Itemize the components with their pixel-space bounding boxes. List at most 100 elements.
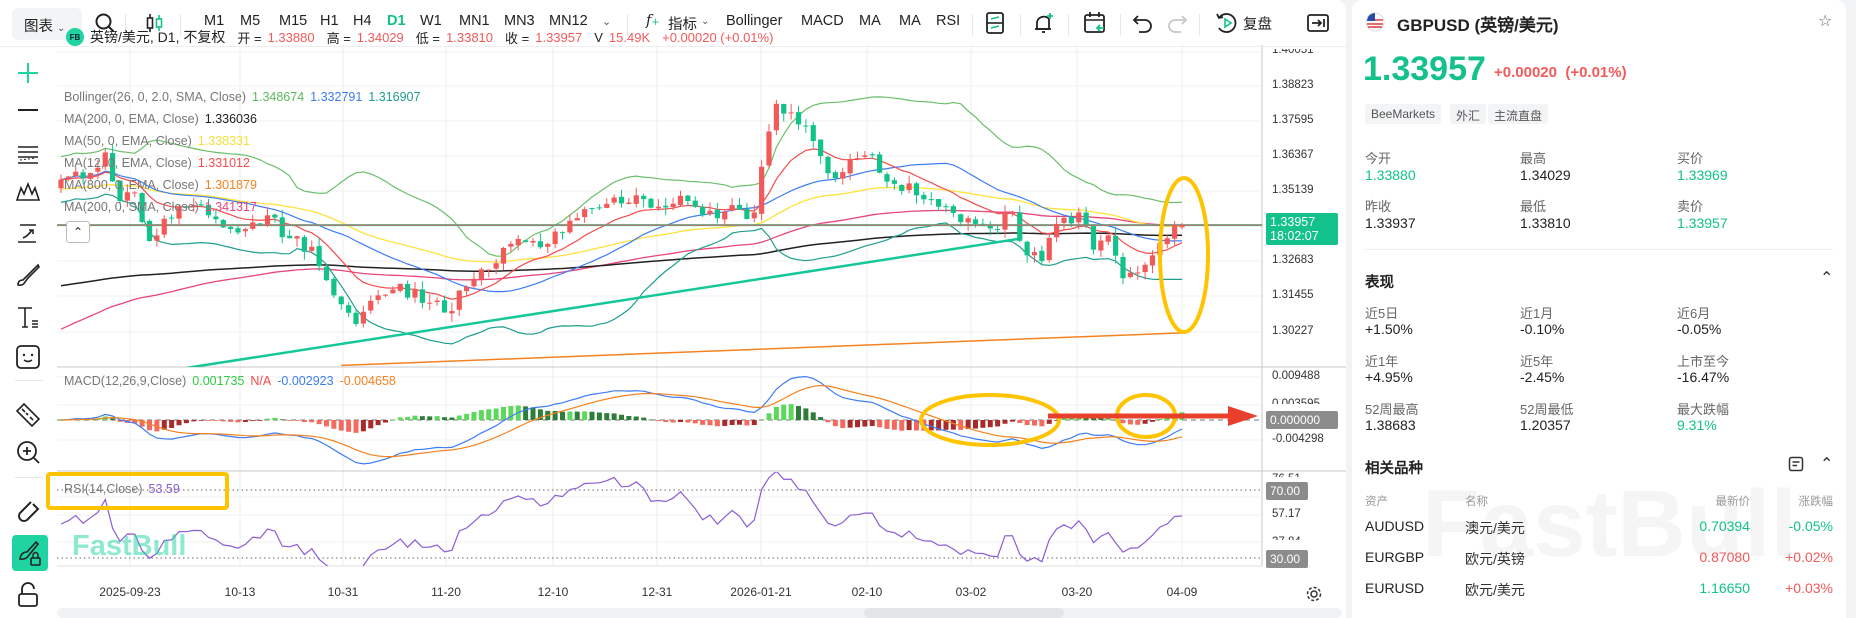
candle-body [419, 289, 425, 303]
macd-histogram-bar [1098, 417, 1104, 420]
date-axis-label: 11-20 [431, 585, 461, 599]
macd-histogram-bar [1091, 417, 1096, 420]
related-name: 澳元/美元 [1465, 520, 1525, 536]
line-tool-icon[interactable] [14, 96, 42, 124]
performance-label: 近1年 [1365, 354, 1399, 369]
divider [627, 14, 628, 36]
legend-symbol: 英镑/美元, D1, 不复权 [90, 29, 226, 45]
ruler-icon[interactable] [14, 401, 42, 429]
macd-histogram-bar [1127, 420, 1133, 425]
emoji-icon[interactable] [14, 343, 42, 371]
related-change: +0.02% [1785, 549, 1833, 565]
calendar-goto-icon[interactable] [1082, 10, 1108, 36]
list-icon[interactable] [1788, 456, 1804, 472]
price-chart[interactable] [0, 0, 1346, 618]
macd-histogram-bar [110, 418, 116, 420]
candle-body [913, 183, 920, 196]
chart-settings-gear-icon[interactable] [1305, 585, 1323, 603]
timeframe-mn12[interactable]: MN12 [549, 13, 588, 29]
related-change: -0.05% [1788, 518, 1833, 534]
arrow-tool-icon[interactable] [14, 219, 42, 247]
collapse-legend-button[interactable]: ⌃ [66, 221, 90, 243]
scrollbar-thumb[interactable] [864, 608, 1064, 618]
candle-body [102, 152, 108, 167]
replay-icon[interactable] [1214, 10, 1240, 36]
candle-body [191, 205, 197, 207]
candle-body [677, 195, 684, 205]
timeframe-w1[interactable]: W1 [420, 13, 442, 29]
unlock-icon[interactable] [14, 580, 42, 608]
macd-histogram-bar [324, 420, 329, 427]
brush-icon[interactable] [14, 261, 42, 289]
collapse-chevron-icon[interactable]: ⌃ [1820, 270, 1834, 287]
date-axis-label: 10-31 [327, 585, 359, 599]
macd-histogram-bar [169, 420, 175, 429]
collapse-chevron-icon[interactable]: ⌃ [1820, 456, 1834, 473]
macd-histogram-bar [781, 404, 787, 420]
parallel-lines-icon[interactable] [14, 141, 42, 169]
function-icon[interactable]: f+ [646, 13, 660, 29]
macd-histogram-bar [272, 417, 278, 420]
related-row[interactable]: AUDUSD 澳元/美元 0.70394 -0.05% [1352, 512, 1846, 542]
divider [125, 14, 126, 36]
trendline-drawing [185, 237, 1019, 367]
favorite-star-icon[interactable]: ☆ [1818, 13, 1833, 30]
quote-value: 1.33957 [1677, 215, 1728, 231]
tag-group[interactable]: 主流直盘 [1488, 104, 1549, 124]
tag-broker[interactable]: BeeMarkets [1365, 104, 1442, 124]
indicator-legend-label: Bollinger(26, 0, 2.0, SMA, Close) [64, 90, 247, 104]
redo-icon[interactable] [1164, 10, 1190, 36]
macd-histogram-bar [840, 420, 846, 428]
tag-category[interactable]: 外汇 [1450, 104, 1487, 124]
related-row[interactable]: EURUSD 欧元/美元 1.16650 +0.03% [1352, 574, 1846, 604]
indicator-ma[interactable]: MA [859, 13, 881, 29]
timeframe-h4[interactable]: H4 [353, 13, 372, 29]
time-scrollbar[interactable] [57, 608, 1342, 618]
indicator-rsi[interactable]: RSI [936, 13, 961, 29]
candle-body [73, 171, 79, 177]
indicator-macd[interactable]: MACD [801, 13, 844, 29]
macd-histogram-bar [692, 420, 698, 424]
search-icon[interactable] [92, 10, 118, 36]
timeframe-h1[interactable]: H1 [320, 13, 339, 29]
timeframe-mn1[interactable]: MN1 [459, 13, 490, 29]
candle-body [1090, 226, 1097, 250]
lock-drawings-button[interactable] [12, 535, 48, 571]
performance-label: 近5日 [1365, 306, 1399, 321]
alert-bell-icon[interactable] [1031, 10, 1057, 36]
macd-histogram-bar [331, 420, 337, 429]
macd-histogram-bar [161, 420, 167, 430]
undo-icon[interactable] [1130, 10, 1156, 36]
candle-body [154, 235, 160, 241]
macd-histogram-bar [648, 419, 654, 421]
timeframe-m15[interactable]: M15 [279, 13, 308, 29]
more-timeframes-chevron-icon[interactable]: ⌄ [602, 16, 612, 28]
timeframe-m5[interactable]: M5 [240, 13, 261, 29]
related-row[interactable]: EURGBP 欧元/英镑 0.87080 +0.02% [1352, 543, 1846, 573]
indicator-ma-2[interactable]: MA [899, 13, 921, 29]
macd-histogram-bar [1009, 420, 1015, 422]
annotations [46, 176, 1258, 510]
macd-histogram-bar [478, 410, 484, 420]
fastbull-logo: FB [66, 28, 84, 46]
indicator-bollinger[interactable]: Bollinger [726, 13, 783, 29]
timeframe-mn3[interactable]: MN3 [504, 13, 535, 29]
timeframe-m1[interactable]: M1 [204, 13, 225, 29]
layout-icon[interactable] [982, 10, 1008, 36]
crosshair-icon[interactable] [14, 59, 42, 87]
collapse-panel-icon[interactable] [1305, 10, 1331, 36]
candle-body [1105, 235, 1111, 242]
pattern-tool-icon[interactable] [14, 178, 42, 206]
indicators-menu[interactable]: 指标 [668, 17, 697, 33]
zoom-in-icon[interactable] [14, 438, 42, 466]
candlestick-type-icon[interactable] [142, 10, 168, 36]
rsi-axis-label: 37.84 [1272, 536, 1301, 548]
replay-button[interactable]: 复盘 [1243, 17, 1272, 33]
divider [15, 477, 43, 478]
magnet-icon[interactable] [14, 497, 42, 525]
performance-label: 上市至今 [1677, 354, 1730, 369]
macd-histogram-bar [604, 413, 610, 420]
text-tool-icon[interactable] [14, 303, 42, 331]
timeframe-d1[interactable]: D1 [387, 13, 406, 29]
macd-histogram-bar [906, 420, 912, 431]
